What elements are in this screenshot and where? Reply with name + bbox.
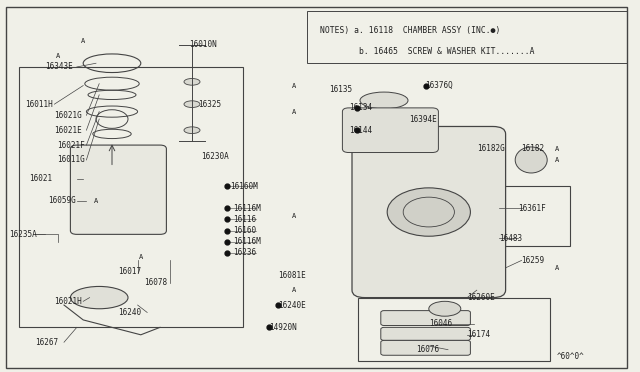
Text: 16135: 16135 [330,85,353,94]
Text: 16010N: 16010N [189,40,216,49]
Text: ^60^0^: ^60^0^ [557,352,584,361]
Text: 16182: 16182 [522,144,545,153]
Text: 16267: 16267 [35,338,58,347]
Text: 16081E: 16081E [278,271,306,280]
Text: 16017: 16017 [118,267,141,276]
Text: A: A [292,109,296,115]
Text: 16160: 16160 [234,226,257,235]
Text: 16046: 16046 [429,319,452,328]
FancyBboxPatch shape [70,145,166,234]
FancyBboxPatch shape [381,327,470,340]
Text: 16011H: 16011H [26,100,53,109]
Text: A: A [56,53,60,59]
Ellipse shape [360,92,408,109]
Text: 16483: 16483 [499,234,522,243]
Text: A: A [292,213,296,219]
Text: 14920N: 14920N [269,323,296,332]
Text: A: A [81,38,85,44]
Bar [499,186,570,246]
Circle shape [387,188,470,236]
Bar [307,11,627,63]
Bar [19,67,243,327]
Text: 16174: 16174 [467,330,490,339]
Text: 16021E: 16021E [54,126,82,135]
Text: 16182G: 16182G [477,144,504,153]
Text: 16116M: 16116M [234,237,261,246]
Text: NOTES) a. 16118  CHAMBER ASSY (INC.●): NOTES) a. 16118 CHAMBER ASSY (INC.●) [320,26,500,35]
Ellipse shape [429,301,461,316]
Text: 16361F: 16361F [518,204,546,213]
Text: 16236: 16236 [234,248,257,257]
Text: 16240E: 16240E [278,301,306,310]
Text: A: A [292,83,296,89]
Text: A: A [94,198,98,204]
Text: 16059G: 16059G [48,196,76,205]
Text: A: A [555,157,559,163]
Text: 16160M: 16160M [230,182,258,190]
FancyBboxPatch shape [381,340,470,355]
Text: 16011G: 16011G [58,155,85,164]
Ellipse shape [515,147,547,173]
Text: 16376Q: 16376Q [426,81,453,90]
Text: 16144: 16144 [349,126,372,135]
Text: A: A [555,265,559,271]
Text: 16259: 16259 [522,256,545,265]
Text: 16134: 16134 [349,103,372,112]
Text: 16394E: 16394E [410,115,437,124]
Text: 16116: 16116 [234,215,257,224]
Text: 16240: 16240 [118,308,141,317]
Text: 16021G: 16021G [54,111,82,120]
Text: 16116M: 16116M [234,204,261,213]
Ellipse shape [184,78,200,85]
Text: A: A [139,254,143,260]
Text: 16325: 16325 [198,100,221,109]
Text: 16343E: 16343E [45,62,72,71]
Text: 16021H: 16021H [54,297,82,306]
Ellipse shape [184,101,200,108]
Ellipse shape [70,286,128,309]
Text: 16235A: 16235A [10,230,37,239]
Text: A: A [555,146,559,152]
Text: 16021F: 16021F [58,141,85,150]
Text: 16021: 16021 [29,174,52,183]
Text: 16230A: 16230A [202,152,229,161]
Text: 16078: 16078 [144,278,167,287]
FancyBboxPatch shape [342,108,438,153]
FancyBboxPatch shape [381,311,470,326]
FancyBboxPatch shape [352,126,506,298]
Text: 16076: 16076 [416,345,439,354]
Text: b. 16465  SCREW & WASHER KIT.......A: b. 16465 SCREW & WASHER KIT.......A [320,46,534,55]
Text: A: A [292,287,296,293]
Ellipse shape [184,127,200,134]
Bar [358,298,550,361]
Text: 16260E: 16260E [467,293,495,302]
